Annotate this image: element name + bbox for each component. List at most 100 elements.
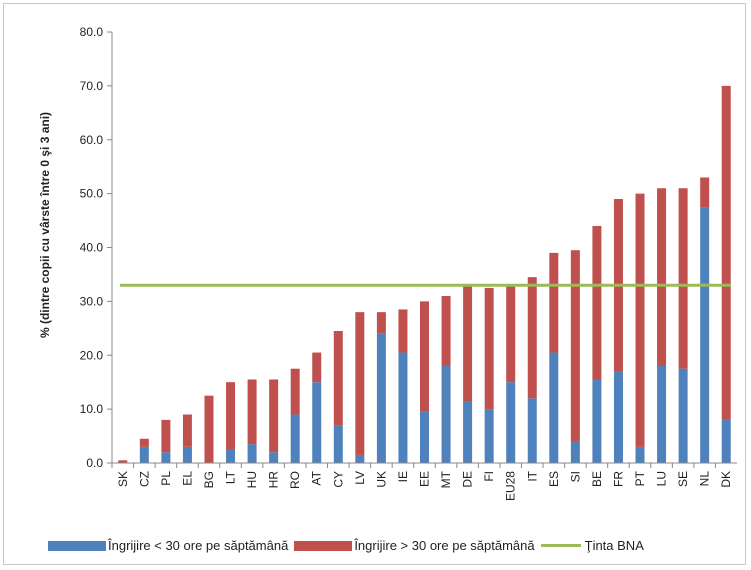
x-tick-label-DK: DK bbox=[719, 471, 733, 488]
bar-LU-series-2 bbox=[657, 188, 667, 367]
x-tick-label-DE: DE bbox=[461, 471, 475, 488]
bar-SI-series-2 bbox=[570, 250, 580, 442]
bar-HU-series-1 bbox=[247, 444, 257, 463]
bar-RO-series-1 bbox=[290, 414, 300, 463]
bar-SI-series-1 bbox=[570, 441, 580, 463]
y-tick-label: 50.0 bbox=[80, 187, 104, 201]
legend-swatch-red bbox=[294, 540, 353, 551]
legend-item-target: Ţinta BNA bbox=[540, 538, 644, 553]
bar-EU28-series-1 bbox=[506, 382, 516, 463]
legend-item-series-2: Îngrijire > 30 ore pe săptămână bbox=[294, 538, 535, 553]
bar-EU28-series-2 bbox=[506, 285, 516, 383]
bar-IE-series-2 bbox=[398, 309, 408, 353]
bar-SK-series-2 bbox=[118, 460, 128, 463]
y-axis-title: % (dintre copii cu vârste între 0 şi 3 a… bbox=[38, 112, 52, 338]
bar-BE-series-1 bbox=[592, 379, 602, 463]
bar-DK-series-1 bbox=[721, 419, 731, 463]
bar-SE-series-2 bbox=[678, 188, 688, 369]
bar-BG-series-2 bbox=[204, 395, 214, 463]
bar-NL-series-2 bbox=[700, 177, 710, 208]
x-tick-label-LV: LV bbox=[353, 471, 367, 485]
x-tick-label-CY: CY bbox=[331, 471, 345, 488]
bar-RO-series-2 bbox=[290, 368, 300, 415]
y-tick-label: 30.0 bbox=[80, 294, 104, 308]
x-tick-label-FI: FI bbox=[482, 471, 496, 482]
chart-frame bbox=[3, 3, 746, 565]
bar-IT-series-2 bbox=[527, 277, 537, 399]
x-tick-label-PL: PL bbox=[159, 471, 173, 486]
bar-EL-series-1 bbox=[182, 446, 192, 463]
bar-LT-series-2 bbox=[226, 382, 236, 450]
bar-HR-series-1 bbox=[269, 452, 279, 463]
x-tick-label-UK: UK bbox=[374, 471, 388, 488]
bar-PL-series-2 bbox=[161, 419, 171, 453]
x-tick-label-BE: BE bbox=[590, 471, 604, 487]
x-tick-label-EU28: EU28 bbox=[504, 471, 518, 501]
bar-MT-series-1 bbox=[441, 366, 451, 463]
bar-PT-series-1 bbox=[635, 446, 645, 463]
bar-CY-series-1 bbox=[333, 425, 343, 463]
bar-CZ-series-2 bbox=[139, 438, 149, 447]
bar-FI-series-1 bbox=[484, 409, 494, 463]
x-tick-label-SE: SE bbox=[676, 471, 690, 487]
legend-label-series-2: Îngrijire > 30 ore pe săptămână bbox=[354, 538, 535, 553]
y-tick-label: 0.0 bbox=[86, 456, 103, 470]
bar-AT-series-2 bbox=[312, 352, 322, 383]
bar-LV-series-2 bbox=[355, 312, 365, 455]
bar-SE-series-1 bbox=[678, 368, 688, 463]
bar-PT-series-2 bbox=[635, 193, 645, 447]
bar-UK-series-2 bbox=[376, 312, 386, 334]
x-tick-label-PT: PT bbox=[633, 470, 647, 486]
legend-label-target: Ţinta BNA bbox=[584, 538, 644, 553]
y-tick-label: 70.0 bbox=[80, 79, 104, 93]
legend: Îngrijire < 30 ore pe săptămână Îngrijir… bbox=[48, 538, 650, 553]
bar-DE-series-2 bbox=[463, 285, 473, 402]
bar-ES-series-2 bbox=[549, 252, 559, 353]
bar-HR-series-2 bbox=[269, 379, 279, 453]
bar-CZ-series-1 bbox=[139, 446, 149, 463]
bar-NL-series-1 bbox=[700, 207, 710, 463]
bar-LU-series-1 bbox=[657, 366, 667, 463]
bar-HU-series-2 bbox=[247, 379, 257, 445]
bar-DE-series-1 bbox=[463, 401, 473, 463]
stacked-bar-chart: % (dintre copii cu vârste între 0 şi 3 a… bbox=[38, 25, 737, 501]
bar-AT-series-1 bbox=[312, 382, 322, 463]
x-tick-label-RO: RO bbox=[288, 471, 302, 489]
y-tick-label: 40.0 bbox=[80, 241, 104, 255]
bar-EE-series-1 bbox=[420, 411, 429, 463]
y-tick-label: 80.0 bbox=[80, 25, 104, 39]
bar-CY-series-2 bbox=[333, 331, 343, 426]
bar-FR-series-1 bbox=[613, 371, 623, 463]
legend-swatch-green-line bbox=[540, 544, 581, 547]
x-tick-label-ES: ES bbox=[547, 471, 561, 487]
bar-PL-series-1 bbox=[161, 452, 171, 463]
x-tick-label-IT: IT bbox=[525, 470, 539, 481]
bar-LV-series-1 bbox=[355, 454, 365, 463]
x-tick-label-LT: LT bbox=[224, 470, 238, 484]
bar-ES-series-1 bbox=[549, 352, 559, 463]
bar-FI-series-2 bbox=[484, 287, 494, 410]
y-tick-label: 20.0 bbox=[80, 348, 104, 362]
x-tick-label-FR: FR bbox=[611, 471, 625, 487]
y-tick-label: 60.0 bbox=[80, 133, 104, 147]
x-tick-label-LU: LU bbox=[655, 471, 669, 486]
x-tick-label-EE: EE bbox=[418, 471, 432, 487]
bar-IE-series-1 bbox=[398, 352, 408, 463]
legend-swatch-blue bbox=[48, 540, 106, 551]
bar-EE-series-2 bbox=[420, 301, 429, 412]
legend-label-series-1: Îngrijire < 30 ore pe săptămână bbox=[108, 538, 289, 553]
x-tick-label-HR: HR bbox=[267, 471, 281, 489]
bar-BE-series-2 bbox=[592, 225, 602, 380]
x-tick-label-IE: IE bbox=[396, 471, 410, 482]
x-tick-label-HU: HU bbox=[245, 471, 259, 488]
x-tick-label-SK: SK bbox=[116, 471, 130, 487]
x-tick-label-EL: EL bbox=[180, 471, 194, 486]
legend-item-series-1: Îngrijire < 30 ore pe săptămână bbox=[48, 538, 288, 553]
bar-EL-series-2 bbox=[182, 414, 192, 447]
bar-UK-series-1 bbox=[376, 333, 386, 463]
x-tick-label-NL: NL bbox=[698, 471, 712, 487]
x-tick-label-SI: SI bbox=[568, 471, 582, 482]
bar-LT-series-1 bbox=[226, 449, 236, 463]
y-tick-label: 10.0 bbox=[80, 402, 104, 416]
bar-MT-series-2 bbox=[441, 295, 451, 367]
